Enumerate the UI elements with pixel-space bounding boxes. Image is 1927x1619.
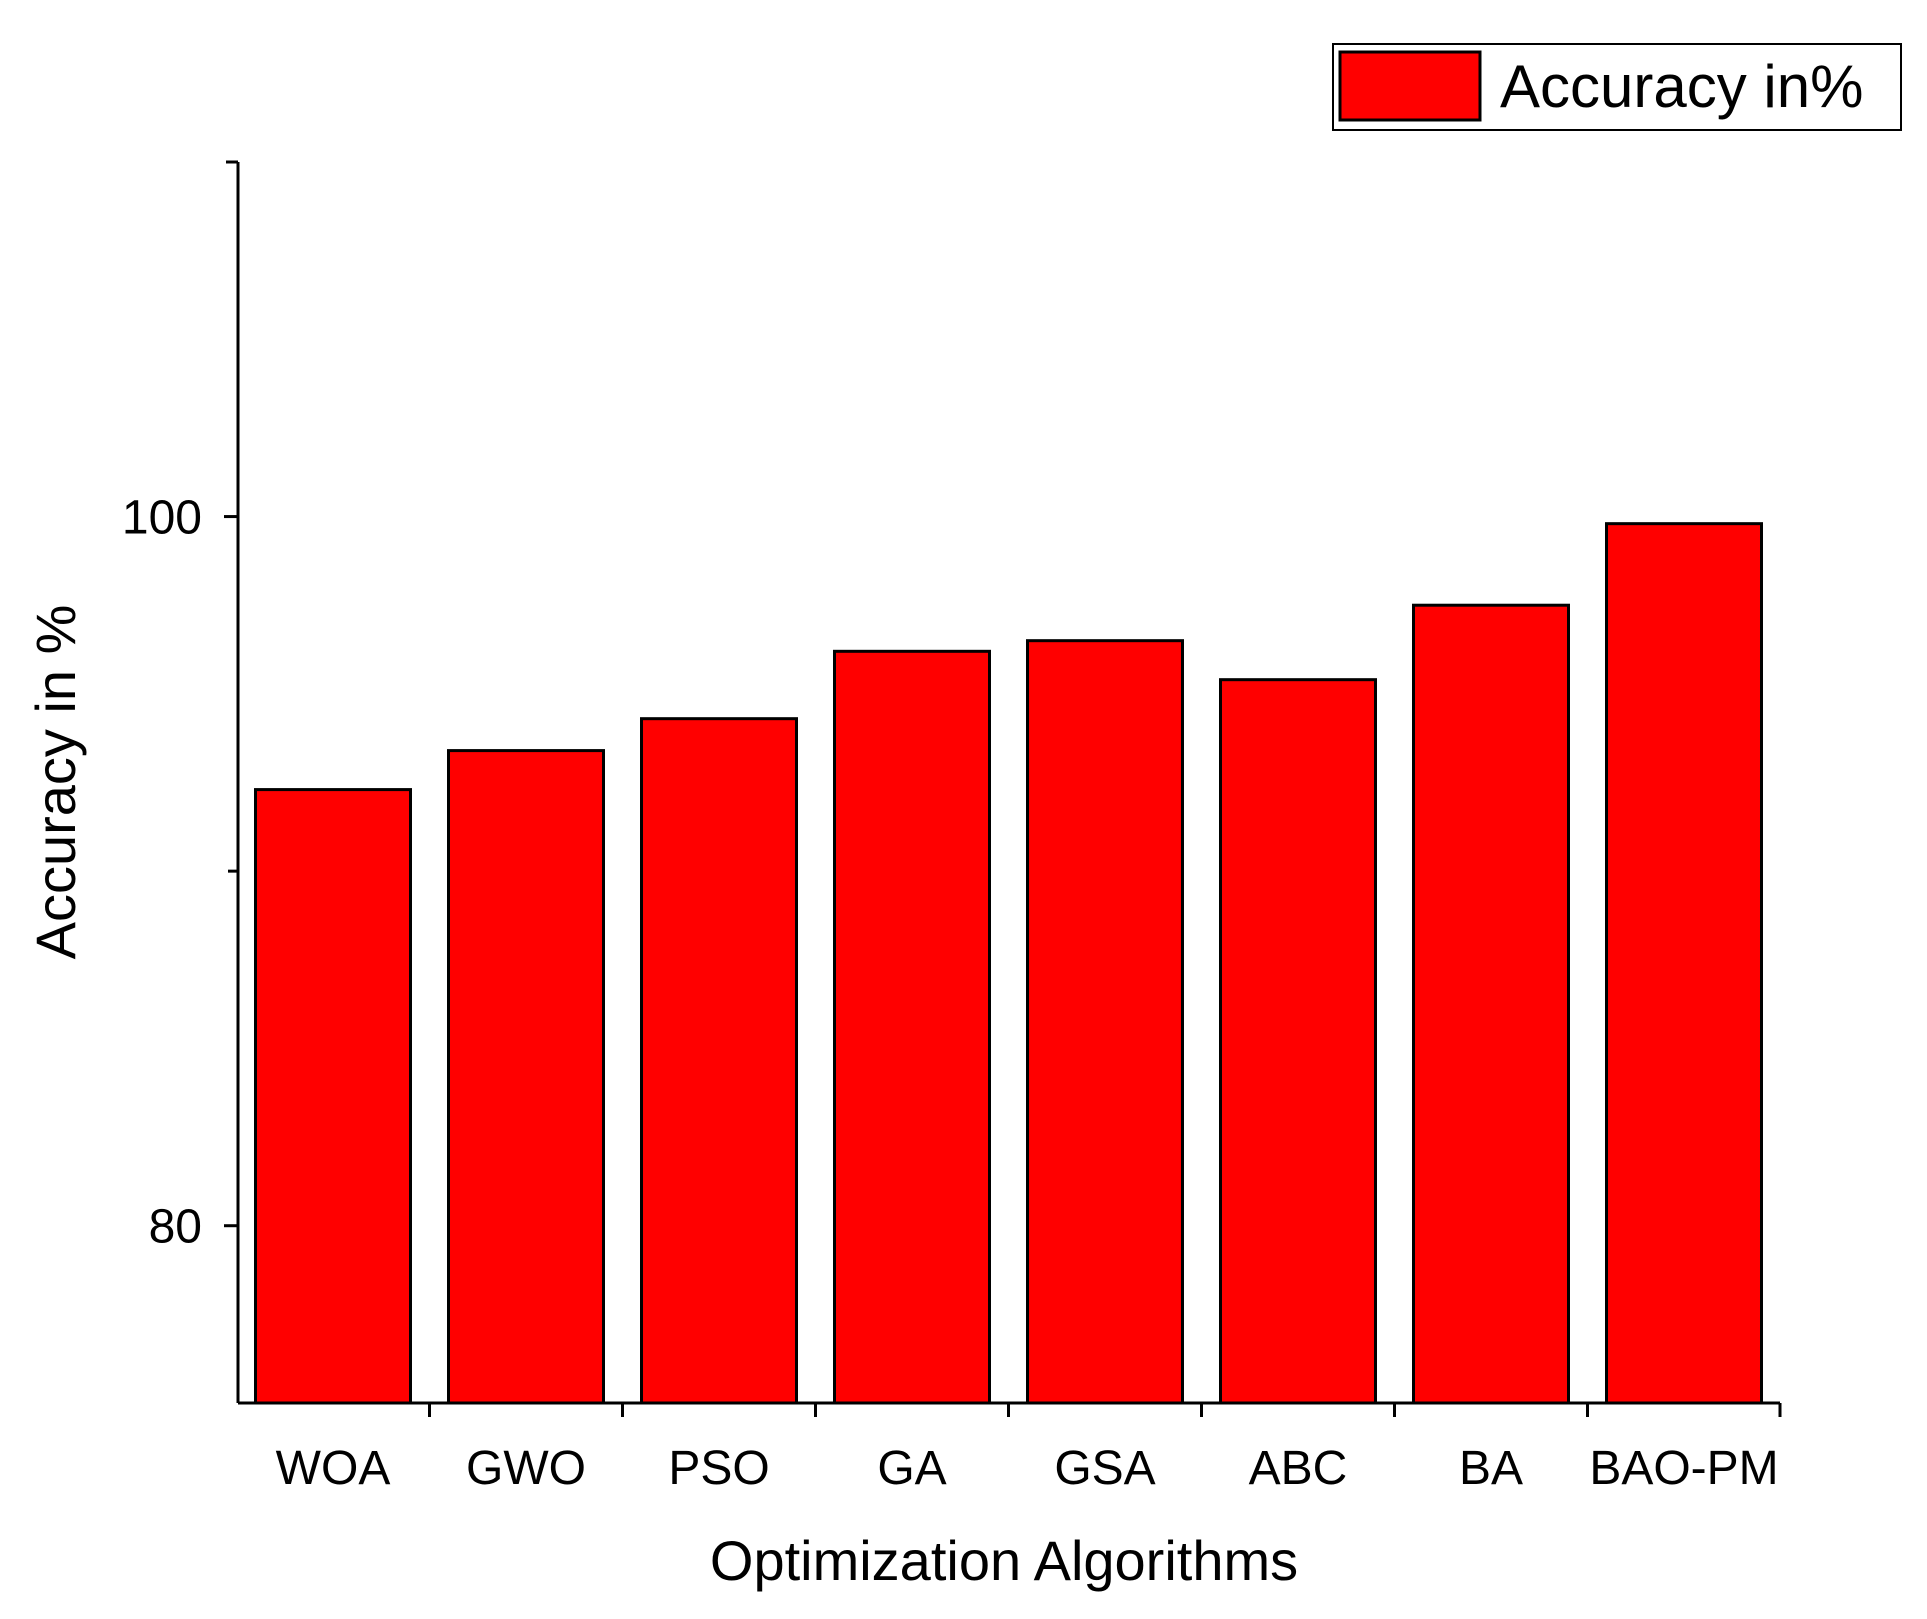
y-tick-label: 80 — [149, 1201, 202, 1254]
x-tick-label: WOA — [276, 1442, 391, 1495]
bar-gsa — [1026, 639, 1184, 1405]
x-tick-label: BA — [1459, 1442, 1523, 1495]
legend-swatch — [1338, 50, 1482, 122]
x-tick-label: GWO — [466, 1442, 586, 1495]
legend-label: Accuracy in% — [1500, 53, 1863, 120]
x-tick-label: PSO — [668, 1442, 769, 1495]
x-tick-label: GSA — [1054, 1442, 1155, 1495]
bar-ga — [833, 649, 991, 1405]
x-tick-label: BAO-PM — [1589, 1442, 1778, 1495]
axes-group: WOA GWO PSO GA GSA ABC BA BAO-PM 80 100 — [122, 160, 1782, 1495]
x-tick-label: ABC — [1249, 1442, 1348, 1495]
bar-abc — [1219, 678, 1377, 1405]
bar-woa — [254, 788, 412, 1405]
bars-group — [254, 522, 1763, 1405]
bar-pso — [640, 717, 798, 1405]
bar-bao-pm — [1605, 522, 1763, 1405]
x-tick-label: GA — [877, 1442, 946, 1495]
legend: Accuracy in% — [1332, 43, 1902, 131]
y-tick-label: 100 — [122, 492, 202, 545]
bar-gwo — [447, 749, 605, 1405]
x-axis-title: Optimization Algorithms — [710, 1529, 1298, 1592]
y-axis-title: Accuracy in % — [24, 605, 87, 960]
bar-ba — [1412, 603, 1570, 1405]
